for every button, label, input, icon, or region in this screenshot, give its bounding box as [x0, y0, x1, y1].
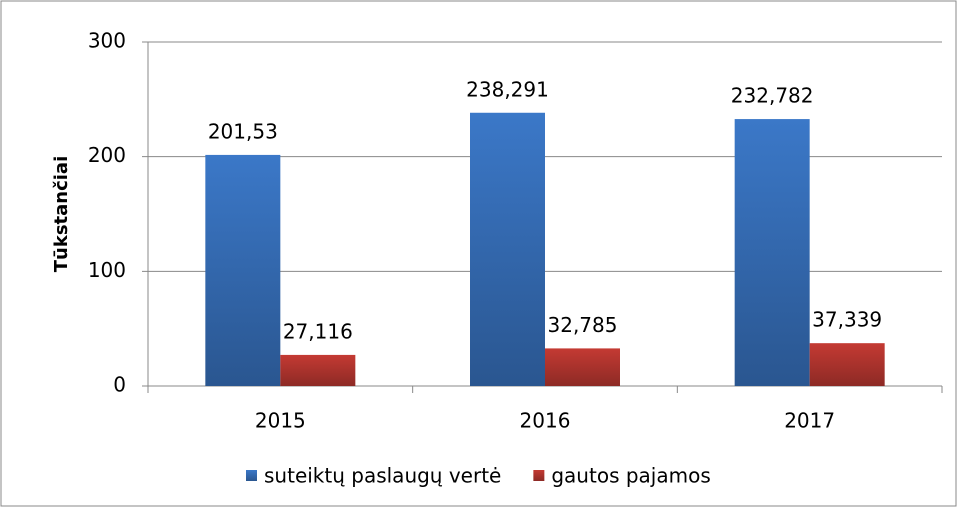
- bar: [280, 354, 356, 386]
- x-tick-label: 2016: [520, 409, 571, 433]
- y-tick-label: 200: [88, 143, 126, 167]
- x-tick-label: 2015: [255, 409, 306, 433]
- legend-swatch: [533, 470, 545, 481]
- data-label: 238,291: [466, 77, 549, 101]
- y-axis-label: Tūkstančiai: [51, 156, 72, 273]
- bar: [205, 154, 281, 386]
- x-tick-label: 2017: [784, 409, 835, 433]
- legend-swatch: [246, 470, 257, 481]
- data-label: 232,782: [731, 84, 814, 108]
- bar: [809, 343, 885, 386]
- bar: [470, 112, 545, 387]
- legend-label: suteiktų paslaugų vertė: [264, 464, 501, 488]
- y-tick-label: 0: [113, 373, 126, 397]
- legend-label: gautos pajamos: [551, 464, 710, 488]
- bar: [734, 119, 810, 387]
- bar: [545, 348, 620, 386]
- data-label: 32,785: [548, 313, 618, 337]
- y-tick-label: 100: [88, 258, 126, 282]
- y-tick-label: 300: [88, 29, 126, 53]
- data-label: 27,116: [283, 319, 353, 343]
- data-label: 201,53: [208, 119, 278, 143]
- data-label: 37,339: [812, 308, 882, 332]
